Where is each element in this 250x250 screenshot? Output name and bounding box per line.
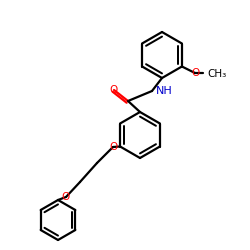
- Text: NH: NH: [156, 86, 173, 96]
- Text: O: O: [109, 142, 117, 152]
- Text: O: O: [191, 68, 199, 78]
- Text: O: O: [62, 192, 70, 202]
- Text: O: O: [109, 85, 117, 95]
- Text: CH₃: CH₃: [207, 69, 226, 79]
